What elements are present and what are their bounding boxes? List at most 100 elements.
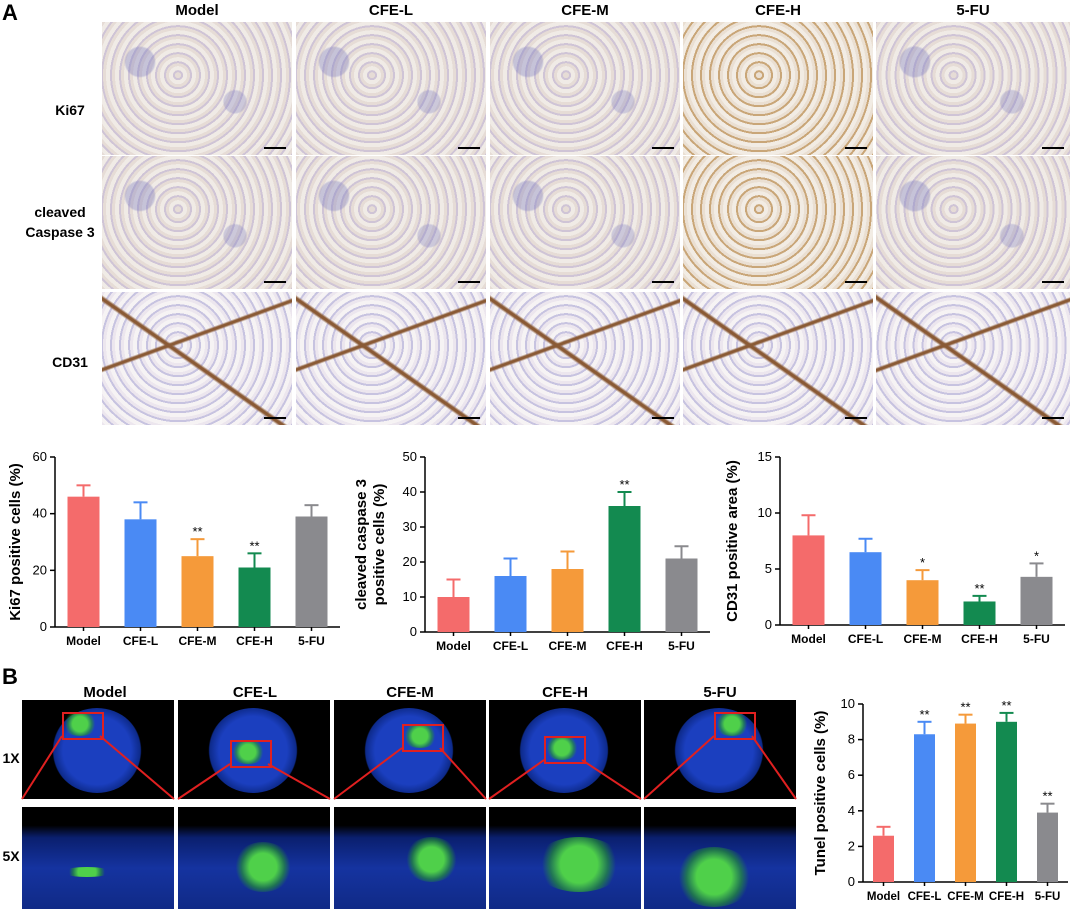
ihc-image-ki67-1 <box>296 22 486 155</box>
y-tick-label: 40 <box>403 484 417 499</box>
cd31-bar-chart: 0 5 10 15 CD31 positive area (%) Model CFE-L * C… <box>724 449 1065 646</box>
ihc-image-caspase3-4 <box>876 156 1070 289</box>
ihc-image-caspase3-2 <box>490 156 680 289</box>
tunel-image-1x-2 <box>334 700 486 799</box>
x-tick-label: CFE-L <box>493 639 528 653</box>
tunel-signal <box>534 837 624 892</box>
y-tick-label: 10 <box>841 696 855 711</box>
tunel-row-label-1x: 1X <box>2 750 20 766</box>
ihc-image-cd31-0 <box>102 292 292 425</box>
y-axis-label: cleaved caspase 3 <box>355 479 370 610</box>
x-tick-label: Model <box>867 891 900 903</box>
bar-model <box>792 535 825 625</box>
x-tick-label: Model <box>791 632 826 646</box>
ihc-col-label-model: Model <box>175 2 219 19</box>
y-tick-label: 30 <box>403 519 417 534</box>
ihc-image-caspase3-3 <box>683 156 873 289</box>
x-tick-label: CFE-M <box>179 634 217 648</box>
scale-bar <box>845 417 867 419</box>
bar-5-fu <box>1020 576 1053 625</box>
tunel-image-5x-0 <box>22 807 174 909</box>
x-tick-label: 5-FU <box>1023 632 1050 646</box>
ihc-row-label-ki67: Ki67 <box>55 102 85 118</box>
zoom-connector-line <box>21 735 63 800</box>
bar-5-fu <box>1037 812 1058 882</box>
tunel-image-1x-1 <box>178 700 330 799</box>
scale-bar <box>264 281 286 283</box>
scale-bar <box>845 147 867 149</box>
row-separator <box>22 801 796 806</box>
bar-5-fu <box>295 516 328 627</box>
tunel-signal <box>714 712 750 736</box>
tunel-signal <box>230 740 266 764</box>
ki67-bar-chart: 0 20 40 60 Ki67 positive cells (%) Model CFE-L… <box>7 449 340 648</box>
significance-mark: * <box>920 555 925 570</box>
ihc-image-cd31-4 <box>876 292 1070 425</box>
significance-mark: ** <box>1001 698 1011 713</box>
scale-bar <box>264 417 286 419</box>
scale-bar <box>458 281 480 283</box>
zoom-connector-line <box>581 759 642 800</box>
x-tick-label: CFE-H <box>606 639 643 653</box>
ihc-image-caspase3-1 <box>296 156 486 289</box>
zoom-connector-line <box>267 763 331 800</box>
ihc-image-cd31-2 <box>490 292 680 425</box>
ihc-image-ki67-3 <box>683 22 873 155</box>
tunel-image-5x-2 <box>334 807 486 909</box>
x-tick-label: CFE-M <box>549 639 587 653</box>
scale-bar <box>652 281 674 283</box>
tunel-image-1x-4 <box>644 700 796 799</box>
zoom-region-box <box>544 736 586 764</box>
y-tick-label: 5 <box>765 561 772 576</box>
significance-mark: ** <box>1042 789 1052 804</box>
panel-label-a: A <box>2 0 18 25</box>
zoom-region-box <box>714 712 756 740</box>
ihc-row-label-cd31: CD31 <box>52 354 88 370</box>
significance-mark: ** <box>960 700 970 715</box>
zoom-connector-line <box>99 735 175 800</box>
ihc-image-cd31-1 <box>296 292 486 425</box>
x-tick-label: CFE-L <box>908 891 942 903</box>
tunel-signal <box>62 867 112 877</box>
tunel-col-label-model: Model <box>83 684 127 701</box>
x-tick-label: CFE-L <box>848 632 883 646</box>
tunel-signal <box>402 724 438 748</box>
tunel-signal <box>674 847 754 907</box>
tunel-image-5x-4 <box>644 807 796 909</box>
bar-cfe-m <box>181 556 214 627</box>
scale-bar <box>1042 417 1064 419</box>
zoom-connector-line <box>439 747 487 800</box>
y-tick-label: 2 <box>848 838 855 853</box>
x-tick-label: CFE-L <box>123 634 158 648</box>
x-tick-label: CFE-H <box>236 634 273 648</box>
bar-cfe-l <box>494 576 527 632</box>
tunel-bar-chart: 0 2 4 6 8 10 Tunel positive cells (%) Model ** CF… <box>812 696 1068 903</box>
y-tick-label: 0 <box>410 624 417 639</box>
bar-cfe-l <box>124 519 157 627</box>
x-tick-label: Model <box>436 639 471 653</box>
significance-mark: ** <box>919 707 929 722</box>
bar-cfe-m <box>906 580 939 625</box>
y-tick-label: 40 <box>33 506 47 521</box>
significance-mark: ** <box>192 524 202 539</box>
bar-model <box>873 835 894 882</box>
y-tick-label: 0 <box>848 874 855 889</box>
tunel-image-5x-3 <box>489 807 641 909</box>
y-tick-label: 10 <box>403 589 417 604</box>
significance-mark: ** <box>249 538 259 553</box>
zoom-connector-line <box>643 735 715 800</box>
y-axis-label: positive cells (%) <box>371 484 388 606</box>
x-tick-label: CFE-H <box>989 891 1024 903</box>
zoom-region-box <box>402 724 444 752</box>
tunel-signal <box>62 712 98 736</box>
y-axis-label: Tunel positive cells (%) <box>812 711 829 876</box>
ihc-row-label-caspase3: cleaved Caspase 3 <box>25 204 95 240</box>
ihc-col-label-cfe-m: CFE-M <box>561 2 609 19</box>
panel-label-b: B <box>2 664 18 689</box>
y-tick-label: 10 <box>758 505 772 520</box>
tunel-col-label-5fu: 5-FU <box>703 684 737 701</box>
y-tick-label: 0 <box>40 619 47 634</box>
y-tick-label: 20 <box>33 562 47 577</box>
significance-mark: ** <box>974 581 984 596</box>
bar-cfe-l <box>849 552 882 625</box>
